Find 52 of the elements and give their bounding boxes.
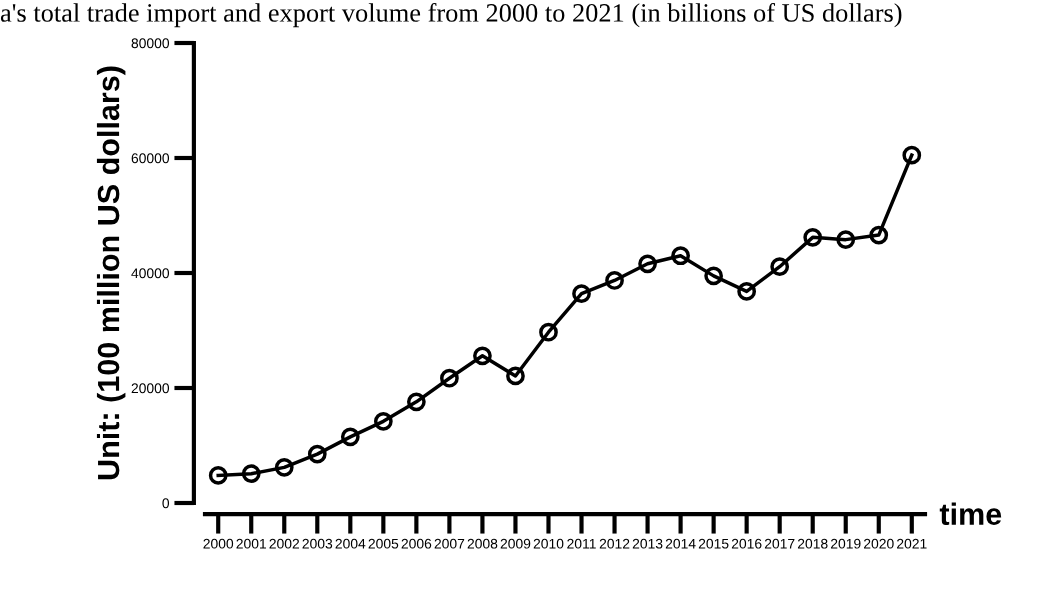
x-axis-title: time [939,502,1002,525]
x-tick-label: 2018 [797,538,828,549]
y-tick-label: 60000 [131,153,170,164]
x-tick-label: 2019 [830,538,861,549]
point [638,254,657,274]
point [473,346,492,366]
point [704,266,723,286]
x-tick-label: 2016 [731,538,762,549]
point [440,368,459,388]
y-tick-label: 80000 [131,38,170,49]
x-tick-label: 2013 [632,538,663,549]
x-tick-label: 2015 [698,538,729,549]
x-tick-label: 2006 [401,538,432,549]
point [241,464,261,484]
point [605,271,624,290]
point [506,366,525,386]
y-tick-label: 40000 [131,268,170,279]
x-tick-label: 2021 [897,538,927,549]
x-tick-label: 2004 [335,538,366,549]
x-tick-label: 2017 [764,538,795,549]
x-tick-label: 2002 [269,538,300,549]
x-tick-label: 2007 [434,538,465,549]
point [770,257,790,277]
point [407,392,426,412]
y-axis-title: Unit: (100 million US dollars) [96,66,126,480]
x-tick-label: 2008 [467,538,498,549]
point [836,230,856,250]
point [902,145,922,165]
point [208,466,228,485]
y-tick-label: 0 [162,498,170,509]
point [572,284,591,304]
point [340,427,360,447]
x-tick-label: 2009 [500,538,531,549]
x-tick-label: 2014 [665,538,696,549]
chart-title: a's total trade import and export volume from 2000 to 2021 (in billions of US dollars) [0,3,902,28]
y-tick-label: 20000 [131,383,170,394]
x-tick-label: 2005 [368,538,399,549]
x-tick-label: 2000 [203,538,234,549]
x-tick-label: 2010 [533,538,564,549]
x-tick-label: 2003 [302,538,333,549]
x-tick-label: 2020 [864,538,894,549]
x-tick-label: 2001 [236,538,267,549]
point [539,322,558,342]
point [671,246,690,266]
point [869,225,889,245]
point [274,457,294,477]
point [373,411,393,431]
x-tick-label: 2012 [599,538,630,549]
x-tick-label: 2011 [567,538,596,549]
point [737,282,757,301]
point [803,227,823,247]
point [307,444,327,464]
